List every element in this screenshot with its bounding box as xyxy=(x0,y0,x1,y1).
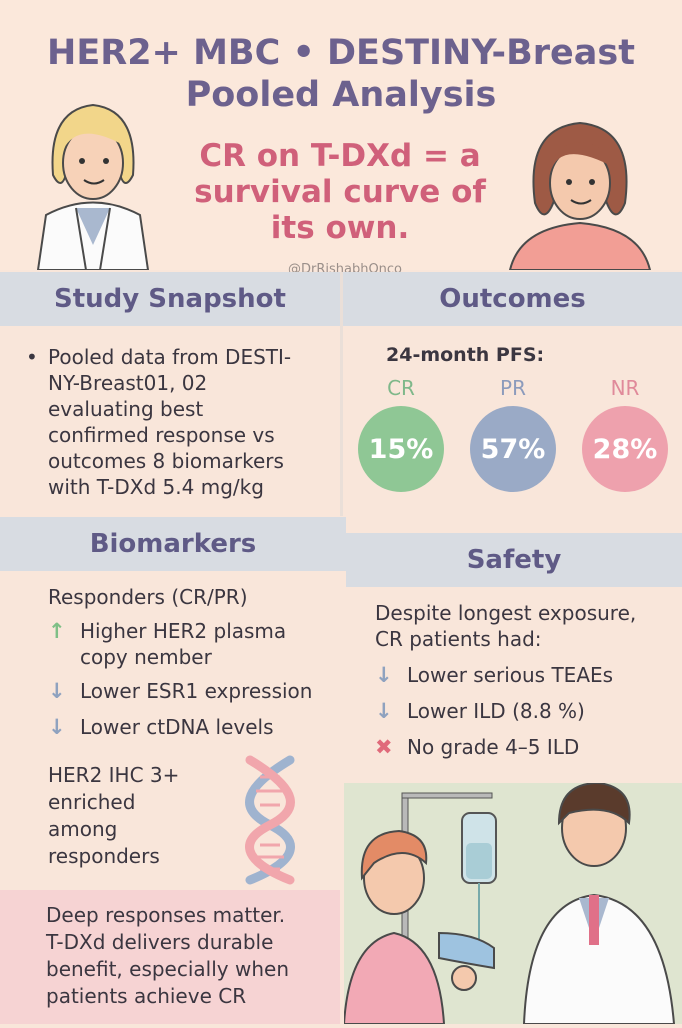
safety-text: Lower serious TEAEs xyxy=(407,663,614,687)
safety-item: ↓ Lower ILD (8.8 %) xyxy=(375,698,680,724)
outcome-group-cr: CR 15% xyxy=(358,376,444,492)
title-line-1: HER2+ MBC • DESTINY-Breast xyxy=(47,33,635,73)
pfs-label: 24-month PFS: xyxy=(386,344,545,366)
snapshot-line: outcomes 8 biomarkers xyxy=(48,449,284,473)
outcomes-header: Outcomes xyxy=(343,272,682,326)
cr-value-bubble: 15% xyxy=(358,406,444,492)
up-arrow-icon: ↑ xyxy=(48,619,66,643)
nr-label: NR xyxy=(610,376,640,400)
snapshot-line: confirmed response vs xyxy=(48,423,275,447)
title-line-2: Pooled Analysis xyxy=(185,75,497,115)
subtitle-line-2: survival curve of xyxy=(194,174,486,210)
pr-label: PR xyxy=(500,376,526,400)
subtitle-line-1: CR on T-DXd = a xyxy=(199,138,481,174)
safety-intro-line: Despite longest exposure, xyxy=(375,601,637,625)
safety-header: Safety xyxy=(346,533,682,587)
conclusion-line: patients achieve CR xyxy=(46,984,247,1008)
conclusion-text: Deep responses matter. T-DXd delivers du… xyxy=(0,890,340,1010)
page-title: HER2+ MBC • DESTINY-Breast Pooled Analys… xyxy=(0,32,682,116)
biomarker-text: Higher HER2 plasma xyxy=(80,619,287,643)
dna-helix-icon xyxy=(220,755,320,885)
biomarker-text: copy nember xyxy=(80,645,212,669)
page-subtitle: CR on T-DXd = a survival curve of its ow… xyxy=(170,138,510,246)
safety-text: Lower ILD (8.8 %) xyxy=(407,699,585,723)
safety-intro: Despite longest exposure, CR patients ha… xyxy=(375,600,680,652)
down-arrow-icon: ↓ xyxy=(48,715,66,739)
nr-value-bubble: 28% xyxy=(582,406,668,492)
cr-label: CR xyxy=(387,376,415,400)
study-snapshot-heading: Study Snapshot xyxy=(54,284,286,314)
outcome-group-pr: PR 57% xyxy=(470,376,556,492)
down-arrow-icon: ↓ xyxy=(375,699,393,723)
outcome-group-nr: NR 28% xyxy=(582,376,668,492)
biomarker-text: Lower ctDNA levels xyxy=(80,715,274,739)
biomarkers-header: Biomarkers xyxy=(0,517,346,571)
biomarker-item: ↓ Lower ctDNA levels xyxy=(48,714,343,740)
outcomes-heading: Outcomes xyxy=(439,284,586,314)
responders-label: Responders (CR/PR) xyxy=(48,585,248,609)
snapshot-line: with T-DXd 5.4 mg/kg xyxy=(48,475,264,499)
infusion-scene-illustration xyxy=(342,781,682,1025)
conclusion-line: Deep responses matter. xyxy=(46,903,286,927)
bullet-icon: • xyxy=(26,345,38,369)
safety-text: No grade 4–5 ILD xyxy=(407,735,580,759)
safety-heading: Safety xyxy=(466,545,562,575)
conclusion-line: benefit, especially when xyxy=(46,957,289,981)
patient-illustration-right xyxy=(505,118,655,271)
conclusion-box: Deep responses matter. T-DXd delivers du… xyxy=(0,890,340,1024)
subtitle-line-3: its own. xyxy=(270,210,410,246)
down-arrow-icon: ↓ xyxy=(48,679,66,703)
safety-item: ✖ No grade 4–5 ILD xyxy=(375,734,680,760)
snapshot-line: Pooled data from DESTI- xyxy=(48,345,292,369)
study-snapshot-body: • Pooled data from DESTI- NY-Breast01, 0… xyxy=(26,344,336,500)
biomarker-item: ↑ Higher HER2 plasma copy nember xyxy=(48,618,343,670)
x-mark-icon: ✖ xyxy=(375,735,393,759)
ihc-line: enriched xyxy=(48,790,136,814)
column-divider xyxy=(340,272,343,516)
ihc-line: HER2 IHC 3+ xyxy=(48,763,180,787)
biomarkers-body: Responders (CR/PR) ↑ Higher HER2 plasma … xyxy=(48,584,343,740)
conclusion-line: T-DXd delivers durable xyxy=(46,930,274,954)
safety-item: ↓ Lower serious TEAEs xyxy=(375,662,680,688)
ihc-line: responders xyxy=(48,844,160,868)
snapshot-text: Pooled data from DESTI- NY-Breast01, 02 … xyxy=(48,344,291,500)
safety-body: Despite longest exposure, CR patients ha… xyxy=(375,600,680,760)
ihc-line: among xyxy=(48,817,118,841)
study-snapshot-header: Study Snapshot xyxy=(0,272,340,326)
biomarker-item: ↓ Lower ESR1 expression xyxy=(48,678,343,704)
down-arrow-icon: ↓ xyxy=(375,663,393,687)
doctor-illustration-left xyxy=(18,95,168,271)
outcome-groups: CR 15% PR 57% NR 28% xyxy=(358,376,668,492)
biomarkers-heading: Biomarkers xyxy=(89,529,257,559)
biomarker-text: Lower ESR1 expression xyxy=(80,679,313,703)
ihc-note: HER2 IHC 3+ enriched among responders xyxy=(48,762,218,870)
snapshot-line: evaluating best xyxy=(48,397,204,421)
safety-intro-line: CR patients had: xyxy=(375,627,542,651)
snapshot-line: NY-Breast01, 02 xyxy=(48,371,208,395)
pr-value-bubble: 57% xyxy=(470,406,556,492)
